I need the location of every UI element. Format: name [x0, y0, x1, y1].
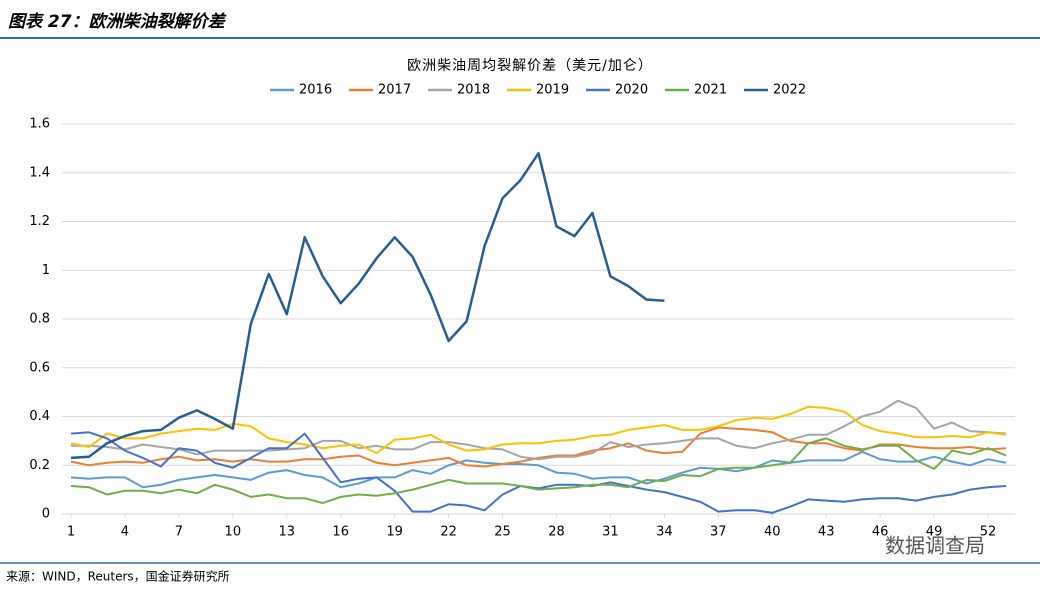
- x-tick-label: 13: [278, 525, 295, 540]
- series-line: [70, 431, 1007, 514]
- x-tick-label: 16: [332, 525, 349, 540]
- y-tick-label: 0.4: [29, 409, 50, 424]
- x-tick-label: 22: [440, 525, 457, 540]
- x-tick-label: 1: [67, 525, 75, 540]
- y-tick-label: 0.6: [29, 360, 50, 375]
- x-tick-label: 49: [926, 525, 943, 540]
- y-tick-label: 0: [42, 507, 50, 522]
- chart-title: 欧洲柴油周均裂解价差（美元/加仑）: [407, 58, 653, 74]
- y-tick-label: 1: [42, 263, 50, 278]
- x-tick-label: 31: [602, 525, 619, 540]
- x-tick-label: 10: [225, 525, 242, 540]
- series-line: [70, 405, 1007, 455]
- x-tick-label: 40: [764, 525, 781, 540]
- x-tick-label: 34: [656, 525, 673, 540]
- series-line: [70, 437, 1007, 504]
- series-line: [70, 152, 665, 460]
- legend-label: 2016: [299, 83, 332, 98]
- legend-label: 2018: [457, 83, 490, 98]
- series-line: [70, 426, 1007, 468]
- legend-label: 2021: [694, 83, 727, 98]
- x-tick-label: 52: [980, 525, 997, 540]
- x-tick-label: 19: [386, 525, 403, 540]
- y-tick-label: 1.6: [29, 117, 50, 132]
- legend-label: 2019: [536, 83, 569, 98]
- y-tick-label: 1.4: [29, 165, 50, 180]
- figure-label: 图表 27：欧洲柴油裂解价差: [8, 12, 227, 32]
- x-tick-label: 4: [121, 525, 129, 540]
- y-tick-label: 0.2: [29, 458, 50, 473]
- x-tick-label: 43: [818, 525, 835, 540]
- y-tick-label: 0.8: [29, 312, 50, 327]
- watermark: 数据调查局: [885, 534, 985, 558]
- x-tick-label: 25: [494, 525, 511, 540]
- x-tick-label: 28: [548, 525, 565, 540]
- legend-label: 2020: [615, 83, 648, 98]
- series-line: [71, 399, 1007, 461]
- legend-label: 2017: [378, 83, 411, 98]
- x-tick-label: 37: [710, 525, 727, 540]
- y-tick-label: 1.2: [29, 214, 50, 229]
- series-line: [70, 450, 1007, 489]
- legend-label: 2022: [773, 83, 806, 98]
- x-tick-label: 7: [175, 525, 183, 540]
- x-tick-label: 46: [872, 525, 889, 540]
- source: 来源：WIND，Reuters，国金证券研究所: [6, 569, 230, 584]
